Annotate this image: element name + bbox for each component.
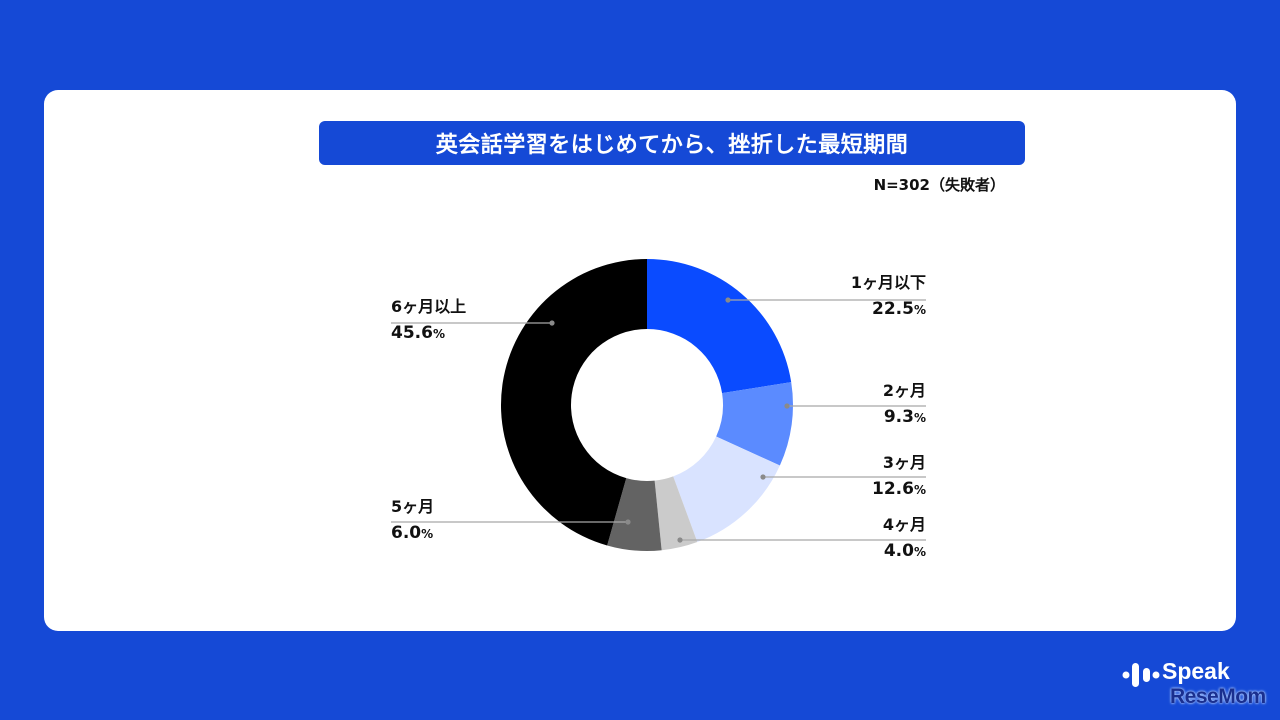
- label-value: 4.0%: [883, 541, 926, 561]
- label-value: 22.5%: [872, 299, 926, 319]
- label-6-months-or-more: 6ヶ月以上 45.6%: [391, 297, 511, 345]
- label-category: 1ヶ月以下: [850, 273, 926, 292]
- label-category: 6ヶ月以上: [391, 297, 467, 316]
- resemom-logo-text: ReseMom: [1170, 685, 1266, 708]
- donut-segment: [673, 436, 780, 543]
- speak-waveform-icon: [1122, 663, 1160, 687]
- donut-segment: [716, 382, 793, 466]
- label-1-month-or-less: 1ヶ月以下 22.5%: [780, 273, 926, 321]
- label-5-months: 5ヶ月 6.0%: [391, 497, 511, 545]
- leader-dot: [725, 297, 731, 303]
- leader-dot: [760, 474, 766, 480]
- label-2-months: 2ヶ月 9.3%: [780, 381, 926, 429]
- donut-segment: [501, 259, 647, 546]
- label-4-months: 4ヶ月 4.0%: [780, 515, 926, 563]
- donut-segment: [607, 478, 662, 551]
- label-category: 5ヶ月: [391, 497, 435, 516]
- sample-size-note: N=302（失敗者）: [873, 176, 1005, 194]
- chart-title-text: 英会話学習をはじめてから、挫折した最短期間: [435, 133, 909, 158]
- label-3-months: 3ヶ月 12.6%: [780, 453, 926, 501]
- leader-dot: [784, 403, 790, 409]
- label-value: 45.6%: [391, 323, 445, 343]
- label-value: 9.3%: [883, 407, 926, 427]
- leader-dot: [549, 320, 555, 326]
- leader-dot: [677, 537, 683, 543]
- label-value: 12.6%: [872, 479, 926, 499]
- donut-segment: [654, 476, 698, 551]
- label-category: 3ヶ月: [882, 453, 926, 472]
- leader-dot: [625, 519, 631, 525]
- speak-logo-text: Speak: [1162, 658, 1230, 684]
- label-value: 6.0%: [391, 523, 434, 543]
- label-category: 4ヶ月: [882, 515, 926, 534]
- donut-segment: [647, 259, 792, 394]
- label-category: 2ヶ月: [882, 381, 926, 400]
- brand-logo: Speak ReseMom: [1118, 656, 1273, 718]
- chart-title: 英会話学習をはじめてから、挫折した最短期間: [319, 121, 1025, 165]
